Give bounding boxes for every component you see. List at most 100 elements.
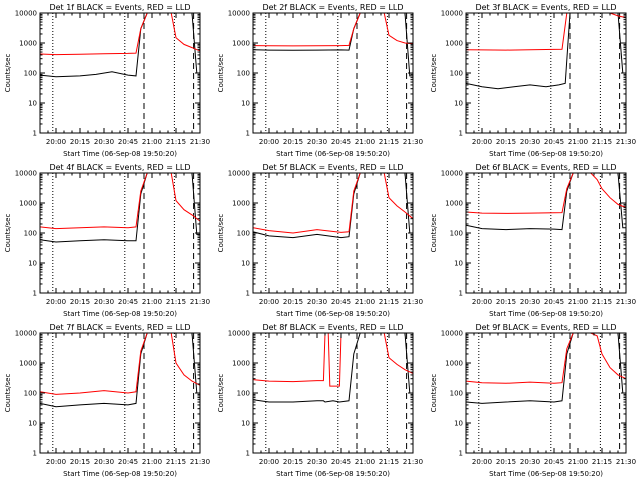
chart-panel: Det 9f BLACK = Events, RED = LLD Counts/s… <box>430 323 636 478</box>
x-tick-label: 21:00 <box>355 138 375 146</box>
y-tick-label: 1000 <box>445 40 463 48</box>
chart-title: Det 7f BLACK = Events, RED = LLD <box>49 323 190 332</box>
y-tick-label: 10 <box>241 100 250 108</box>
chart-panel: Det 2f BLACK = Events, RED = LLD Counts/s… <box>217 3 423 158</box>
chart-title: Det 4f BLACK = Events, RED = LLD <box>49 163 190 172</box>
x-tick-label: 20:45 <box>331 138 351 146</box>
x-tick-label: 21:15 <box>166 298 186 306</box>
y-tick-label: 100 <box>237 390 250 398</box>
lld-series-line <box>40 12 200 56</box>
y-tick-label: 1 <box>33 450 37 458</box>
x-tick-label: 20:30 <box>94 298 114 306</box>
x-axis-label: Start Time (06-Sep-08 19:50:20) <box>63 150 177 158</box>
x-tick-label: 21:30 <box>616 298 636 306</box>
events-series-line <box>466 172 626 231</box>
y-tick-label: 10000 <box>441 330 463 338</box>
y-axis-label: Counts/sec <box>430 214 438 253</box>
x-tick-label: 21:15 <box>379 458 399 466</box>
x-tick-label: 21:15 <box>592 458 612 466</box>
x-tick-label: 20:00 <box>472 138 492 146</box>
y-tick-label: 10000 <box>228 330 250 338</box>
x-tick-label: 21:00 <box>355 298 375 306</box>
y-tick-label: 10 <box>454 420 463 428</box>
y-tick-label: 100 <box>450 230 463 238</box>
lld-series-line <box>466 332 626 384</box>
plot-frame <box>465 332 627 454</box>
y-tick-label: 10000 <box>441 170 463 178</box>
x-tick-label: 21:30 <box>616 458 636 466</box>
y-tick-label: 100 <box>450 390 463 398</box>
x-tick-label: 20:15 <box>283 458 303 466</box>
x-tick-label: 21:30 <box>403 138 423 146</box>
chart-title: Det 5f BLACK = Events, RED = LLD <box>262 163 403 172</box>
x-tick-label: 20:30 <box>94 138 114 146</box>
y-tick-label: 10000 <box>15 10 37 18</box>
x-tick-label: 20:15 <box>283 138 303 146</box>
y-tick-label: 1000 <box>232 200 250 208</box>
x-tick-label: 21:15 <box>166 458 186 466</box>
plot-frame <box>252 332 414 454</box>
lld-series-line <box>40 332 200 395</box>
plot-frame <box>252 172 414 294</box>
x-tick-label: 20:45 <box>544 138 564 146</box>
x-tick-label: 20:45 <box>331 298 351 306</box>
lld-series-line <box>466 12 626 51</box>
y-tick-label: 10000 <box>15 330 37 338</box>
x-tick-label: 20:00 <box>259 138 279 146</box>
x-tick-label: 20:45 <box>118 458 138 466</box>
x-tick-label: 21:15 <box>592 138 612 146</box>
chart-panel: Det 4f BLACK = Events, RED = LLD Counts/s… <box>4 163 210 318</box>
y-tick-label: 10 <box>454 100 463 108</box>
x-tick-label: 21:00 <box>142 298 162 306</box>
plot-frame <box>465 12 627 134</box>
x-tick-label: 21:15 <box>166 138 186 146</box>
x-axis-label: Start Time (06-Sep-08 19:50:20) <box>276 150 390 158</box>
y-tick-label: 1000 <box>19 200 37 208</box>
x-tick-label: 20:00 <box>259 458 279 466</box>
x-tick-label: 21:00 <box>568 458 588 466</box>
y-tick-label: 100 <box>24 230 37 238</box>
lld-series-line <box>40 172 200 230</box>
y-axis-label: Counts/sec <box>430 374 438 413</box>
y-tick-label: 1000 <box>445 200 463 208</box>
x-axis-label: Start Time (06-Sep-08 19:50:20) <box>63 310 177 318</box>
y-axis-label: Counts/sec <box>4 214 12 253</box>
events-series-line <box>253 172 413 239</box>
x-axis-label: Start Time (06-Sep-08 19:50:20) <box>489 470 603 478</box>
chart-title: Det 3f BLACK = Events, RED = LLD <box>475 3 616 12</box>
x-tick-label: 20:30 <box>307 458 327 466</box>
lld-series-line <box>253 172 413 234</box>
x-tick-label: 20:30 <box>307 298 327 306</box>
x-axis-label: Start Time (06-Sep-08 19:50:20) <box>276 310 390 318</box>
events-series-line <box>40 172 200 243</box>
events-series-line <box>466 332 626 404</box>
x-tick-label: 21:30 <box>403 458 423 466</box>
x-tick-label: 20:45 <box>118 298 138 306</box>
y-tick-label: 10 <box>241 260 250 268</box>
x-tick-label: 21:15 <box>592 298 612 306</box>
lld-series-line <box>466 172 626 214</box>
chart-panel: Det 3f BLACK = Events, RED = LLD Counts/s… <box>430 3 636 158</box>
y-tick-label: 1000 <box>232 40 250 48</box>
x-tick-label: 20:15 <box>496 138 516 146</box>
x-tick-label: 20:15 <box>70 138 90 146</box>
y-axis-label: Counts/sec <box>430 54 438 93</box>
y-tick-label: 10000 <box>15 170 37 178</box>
events-series-line <box>466 12 626 90</box>
x-tick-label: 20:45 <box>544 298 564 306</box>
y-tick-label: 1 <box>33 130 37 138</box>
x-tick-label: 21:30 <box>190 138 210 146</box>
x-tick-label: 20:45 <box>544 458 564 466</box>
x-tick-label: 21:15 <box>379 298 399 306</box>
y-tick-label: 10 <box>454 260 463 268</box>
x-tick-label: 21:00 <box>142 458 162 466</box>
events-series-line <box>40 332 200 408</box>
x-tick-label: 20:45 <box>331 458 351 466</box>
y-tick-label: 10000 <box>228 10 250 18</box>
y-tick-label: 100 <box>450 70 463 78</box>
y-tick-label: 100 <box>237 70 250 78</box>
x-tick-label: 21:00 <box>568 138 588 146</box>
x-tick-label: 20:00 <box>259 298 279 306</box>
y-tick-label: 100 <box>24 70 37 78</box>
chart-panel: Det 7f BLACK = Events, RED = LLD Counts/s… <box>4 323 210 478</box>
